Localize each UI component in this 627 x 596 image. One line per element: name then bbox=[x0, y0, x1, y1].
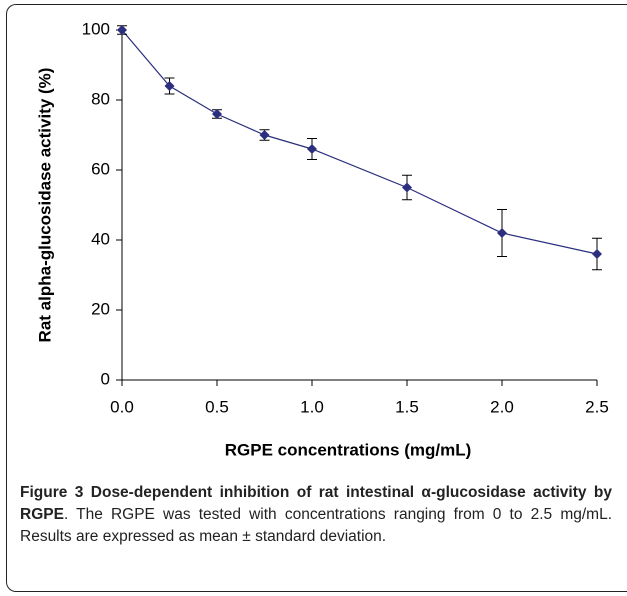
x-tick-label: 2.5 bbox=[585, 397, 609, 416]
caption-text: . The RGPE was tested with concentration… bbox=[20, 506, 612, 545]
data-line bbox=[121, 29, 598, 255]
y-tick-label: 100 bbox=[82, 19, 110, 38]
y-tick-label: 0 bbox=[101, 369, 110, 388]
x-tick-label: 1.5 bbox=[395, 397, 419, 416]
y-axis-label: Rat alpha-glucosidase activity (%) bbox=[35, 68, 54, 343]
x-axis-label: RGPE concentrations (mg/mL) bbox=[225, 440, 472, 459]
data-point bbox=[117, 25, 127, 35]
y-tick-label: 40 bbox=[91, 229, 110, 248]
x-tick-label: 0.0 bbox=[110, 397, 134, 416]
figure-frame bbox=[6, 4, 627, 592]
y-tick-label: 80 bbox=[91, 89, 110, 108]
x-tick-label: 1.0 bbox=[300, 397, 324, 416]
data-point bbox=[212, 109, 222, 119]
y-tick-label: 60 bbox=[91, 159, 110, 178]
caption: Figure 3 Dose-dependent inhibition of ra… bbox=[20, 482, 612, 548]
data-point bbox=[592, 249, 602, 259]
data-point bbox=[164, 81, 175, 91]
x-tick-label: 0.5 bbox=[205, 397, 229, 416]
data-point bbox=[497, 228, 507, 238]
data-point bbox=[307, 144, 317, 154]
y-tick-label: 20 bbox=[91, 299, 110, 318]
data-point bbox=[259, 130, 270, 140]
data-point bbox=[402, 182, 412, 193]
chart: RGPE concentrations (mg/mL) Rat alpha-gl… bbox=[35, 19, 609, 459]
x-tick-label: 2.0 bbox=[490, 397, 514, 416]
caption-title: Figure 3 Dose-dependent inhibition of ra… bbox=[20, 484, 612, 523]
